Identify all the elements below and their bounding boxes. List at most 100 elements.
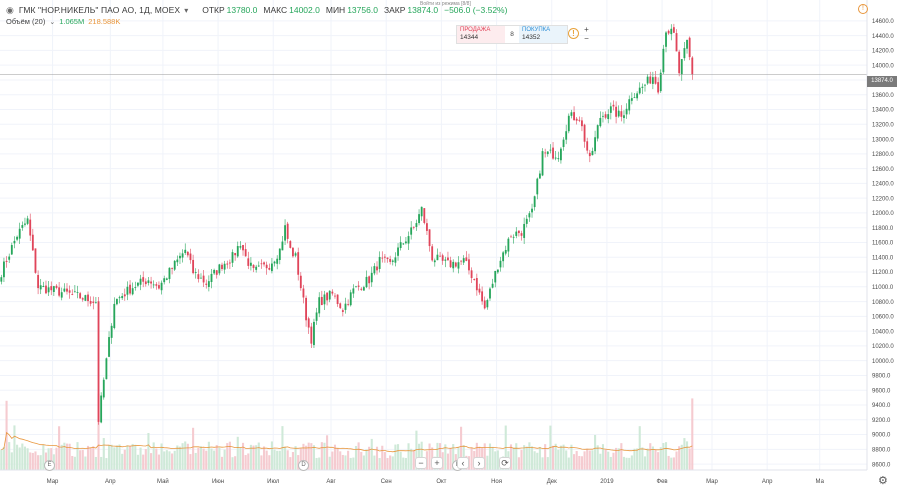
- volume-bar: [68, 443, 71, 470]
- volume-bar: [194, 452, 197, 470]
- earnings-icon[interactable]: E: [44, 460, 55, 471]
- candle-body: [200, 277, 202, 279]
- volume-bar: [630, 455, 633, 470]
- price-tick-label: 13200.0: [872, 122, 894, 128]
- price-tick-label: 13000.0: [872, 137, 894, 143]
- volume-bar: [315, 457, 318, 470]
- candle-body: [131, 288, 134, 295]
- dividend-icon[interactable]: D: [298, 460, 309, 471]
- candle-body: [376, 266, 378, 271]
- buy-label: ПОКУПКА: [522, 27, 551, 33]
- candle-body: [399, 242, 402, 249]
- candle-body: [460, 260, 463, 262]
- candle-body: [515, 231, 518, 236]
- volume-bar: [412, 450, 415, 470]
- candle-body: [549, 149, 552, 151]
- quantity-value[interactable]: 8: [510, 31, 514, 38]
- volume-bar: [675, 451, 678, 470]
- candle-body: [24, 223, 26, 225]
- candle-body: [389, 258, 392, 262]
- scroll-left-button[interactable]: ‹: [457, 457, 469, 469]
- volume-bar: [131, 443, 134, 470]
- volume-bar: [646, 448, 649, 470]
- volume-bar: [667, 455, 670, 470]
- close-label: ЗАКР: [383, 5, 406, 15]
- volume-bar: [470, 447, 473, 470]
- candle-body: [470, 270, 473, 279]
- candle-body: [257, 265, 260, 267]
- symbol-title[interactable]: ГМК "НОР.НИКЕЛЬ" ПАО АО, 1Д, MOEX: [18, 5, 181, 15]
- sell-price: 14344: [460, 34, 479, 41]
- candle-body: [636, 93, 639, 99]
- info-icon[interactable]: !: [568, 28, 579, 39]
- alert-icon[interactable]: !: [858, 4, 868, 14]
- volume-bar: [81, 450, 84, 470]
- volume-bar: [383, 452, 386, 470]
- volume-bar: [544, 444, 547, 470]
- candle-body: [239, 246, 242, 248]
- volume-bar: [517, 457, 520, 470]
- candle-body: [352, 288, 355, 294]
- time-tick-label: Дек: [547, 479, 557, 485]
- volume-bar: [349, 457, 352, 470]
- candle-body: [323, 294, 326, 305]
- candle-body: [268, 267, 271, 270]
- fullscreen-hint[interactable]: Войти из режима [8/8]: [420, 1, 471, 7]
- volume-bar: [651, 446, 654, 470]
- volume-bar: [496, 450, 499, 470]
- candle-body: [273, 261, 276, 264]
- quantity-stepper[interactable]: + −: [582, 25, 591, 44]
- reset-chart-button[interactable]: ⟳: [499, 457, 511, 469]
- candle-body: [355, 286, 357, 288]
- candle-body: [496, 269, 499, 273]
- candle-body: [76, 292, 79, 293]
- candle-body: [481, 291, 484, 302]
- buy-button[interactable]: ПОКУПКА 14352: [519, 26, 567, 43]
- volume-label[interactable]: Объём (20): [6, 17, 46, 26]
- candle-body: [662, 48, 665, 73]
- volume-bar: [494, 451, 497, 470]
- chevron-down-icon[interactable]: ⌄: [49, 18, 56, 26]
- volume-bar: [404, 457, 407, 470]
- price-tick-label: 9800.0: [872, 374, 891, 380]
- candle-body: [565, 131, 568, 140]
- candle-body: [34, 248, 37, 273]
- minus-icon[interactable]: −: [584, 34, 589, 43]
- candle-body: [567, 115, 570, 132]
- scroll-right-button[interactable]: ›: [473, 457, 485, 469]
- candle-body: [357, 285, 360, 287]
- zoom-out-button[interactable]: −: [415, 457, 427, 469]
- price-tick-label: 14000.0: [872, 63, 894, 69]
- chevron-down-icon[interactable]: ▾: [184, 5, 189, 15]
- volume-bar: [475, 442, 478, 470]
- volume-bar: [123, 449, 126, 470]
- volume-bar: [291, 452, 294, 470]
- candle-body: [344, 303, 347, 310]
- candle-body: [8, 256, 11, 260]
- candle-body: [688, 37, 691, 58]
- zoom-in-button[interactable]: +: [431, 457, 443, 469]
- open-value: 13780.0: [226, 5, 258, 15]
- candle-body: [439, 255, 441, 257]
- candle-body: [670, 28, 673, 35]
- visibility-icon[interactable]: ◉: [6, 4, 14, 15]
- candle-body: [420, 206, 423, 217]
- candle-body: [457, 262, 460, 269]
- plus-icon[interactable]: +: [584, 25, 589, 34]
- sell-button[interactable]: ПРОДАЖА 14344: [457, 26, 505, 43]
- price-tick-label: 9400.0: [872, 403, 891, 409]
- volume-bar: [562, 444, 565, 470]
- volume-bar: [520, 449, 523, 470]
- price-tick-label: 10600.0: [872, 315, 894, 321]
- volume-bar: [223, 449, 226, 470]
- candle-body: [528, 213, 531, 218]
- volume-bar: [171, 453, 174, 470]
- volume-bar: [307, 442, 310, 470]
- time-tick-label: Июл: [267, 479, 280, 485]
- gear-icon[interactable]: ⚙: [878, 475, 888, 487]
- volume-bar: [638, 426, 641, 470]
- candle-body: [468, 259, 470, 271]
- volume-bar: [615, 447, 618, 470]
- volume-bar: [181, 443, 184, 470]
